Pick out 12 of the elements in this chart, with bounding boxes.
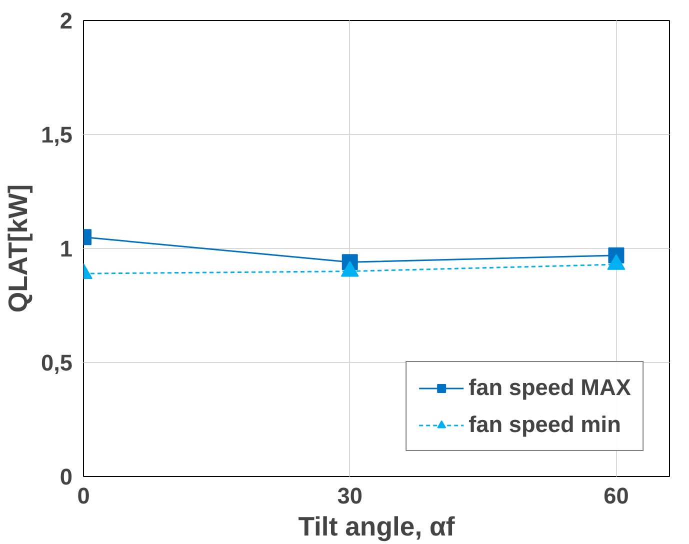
x-tick-label: 30 bbox=[337, 482, 362, 508]
x-tick-label: 0 bbox=[77, 482, 90, 508]
y-tick-label: 1,5 bbox=[41, 122, 73, 148]
y-tick-label: 0,5 bbox=[41, 350, 73, 376]
y-tick-label: 2 bbox=[60, 8, 73, 34]
legend-label: fan speed min bbox=[468, 411, 621, 438]
y-axis-title: QLAT[kW] bbox=[3, 184, 34, 313]
x-axis-title: Tilt angle, αf bbox=[298, 512, 455, 542]
x-tick-label: 60 bbox=[604, 482, 629, 508]
y-tick-label: 1 bbox=[60, 236, 73, 262]
y-tick-label: 0 bbox=[60, 464, 73, 490]
legend-label: fan speed MAX bbox=[468, 374, 631, 401]
